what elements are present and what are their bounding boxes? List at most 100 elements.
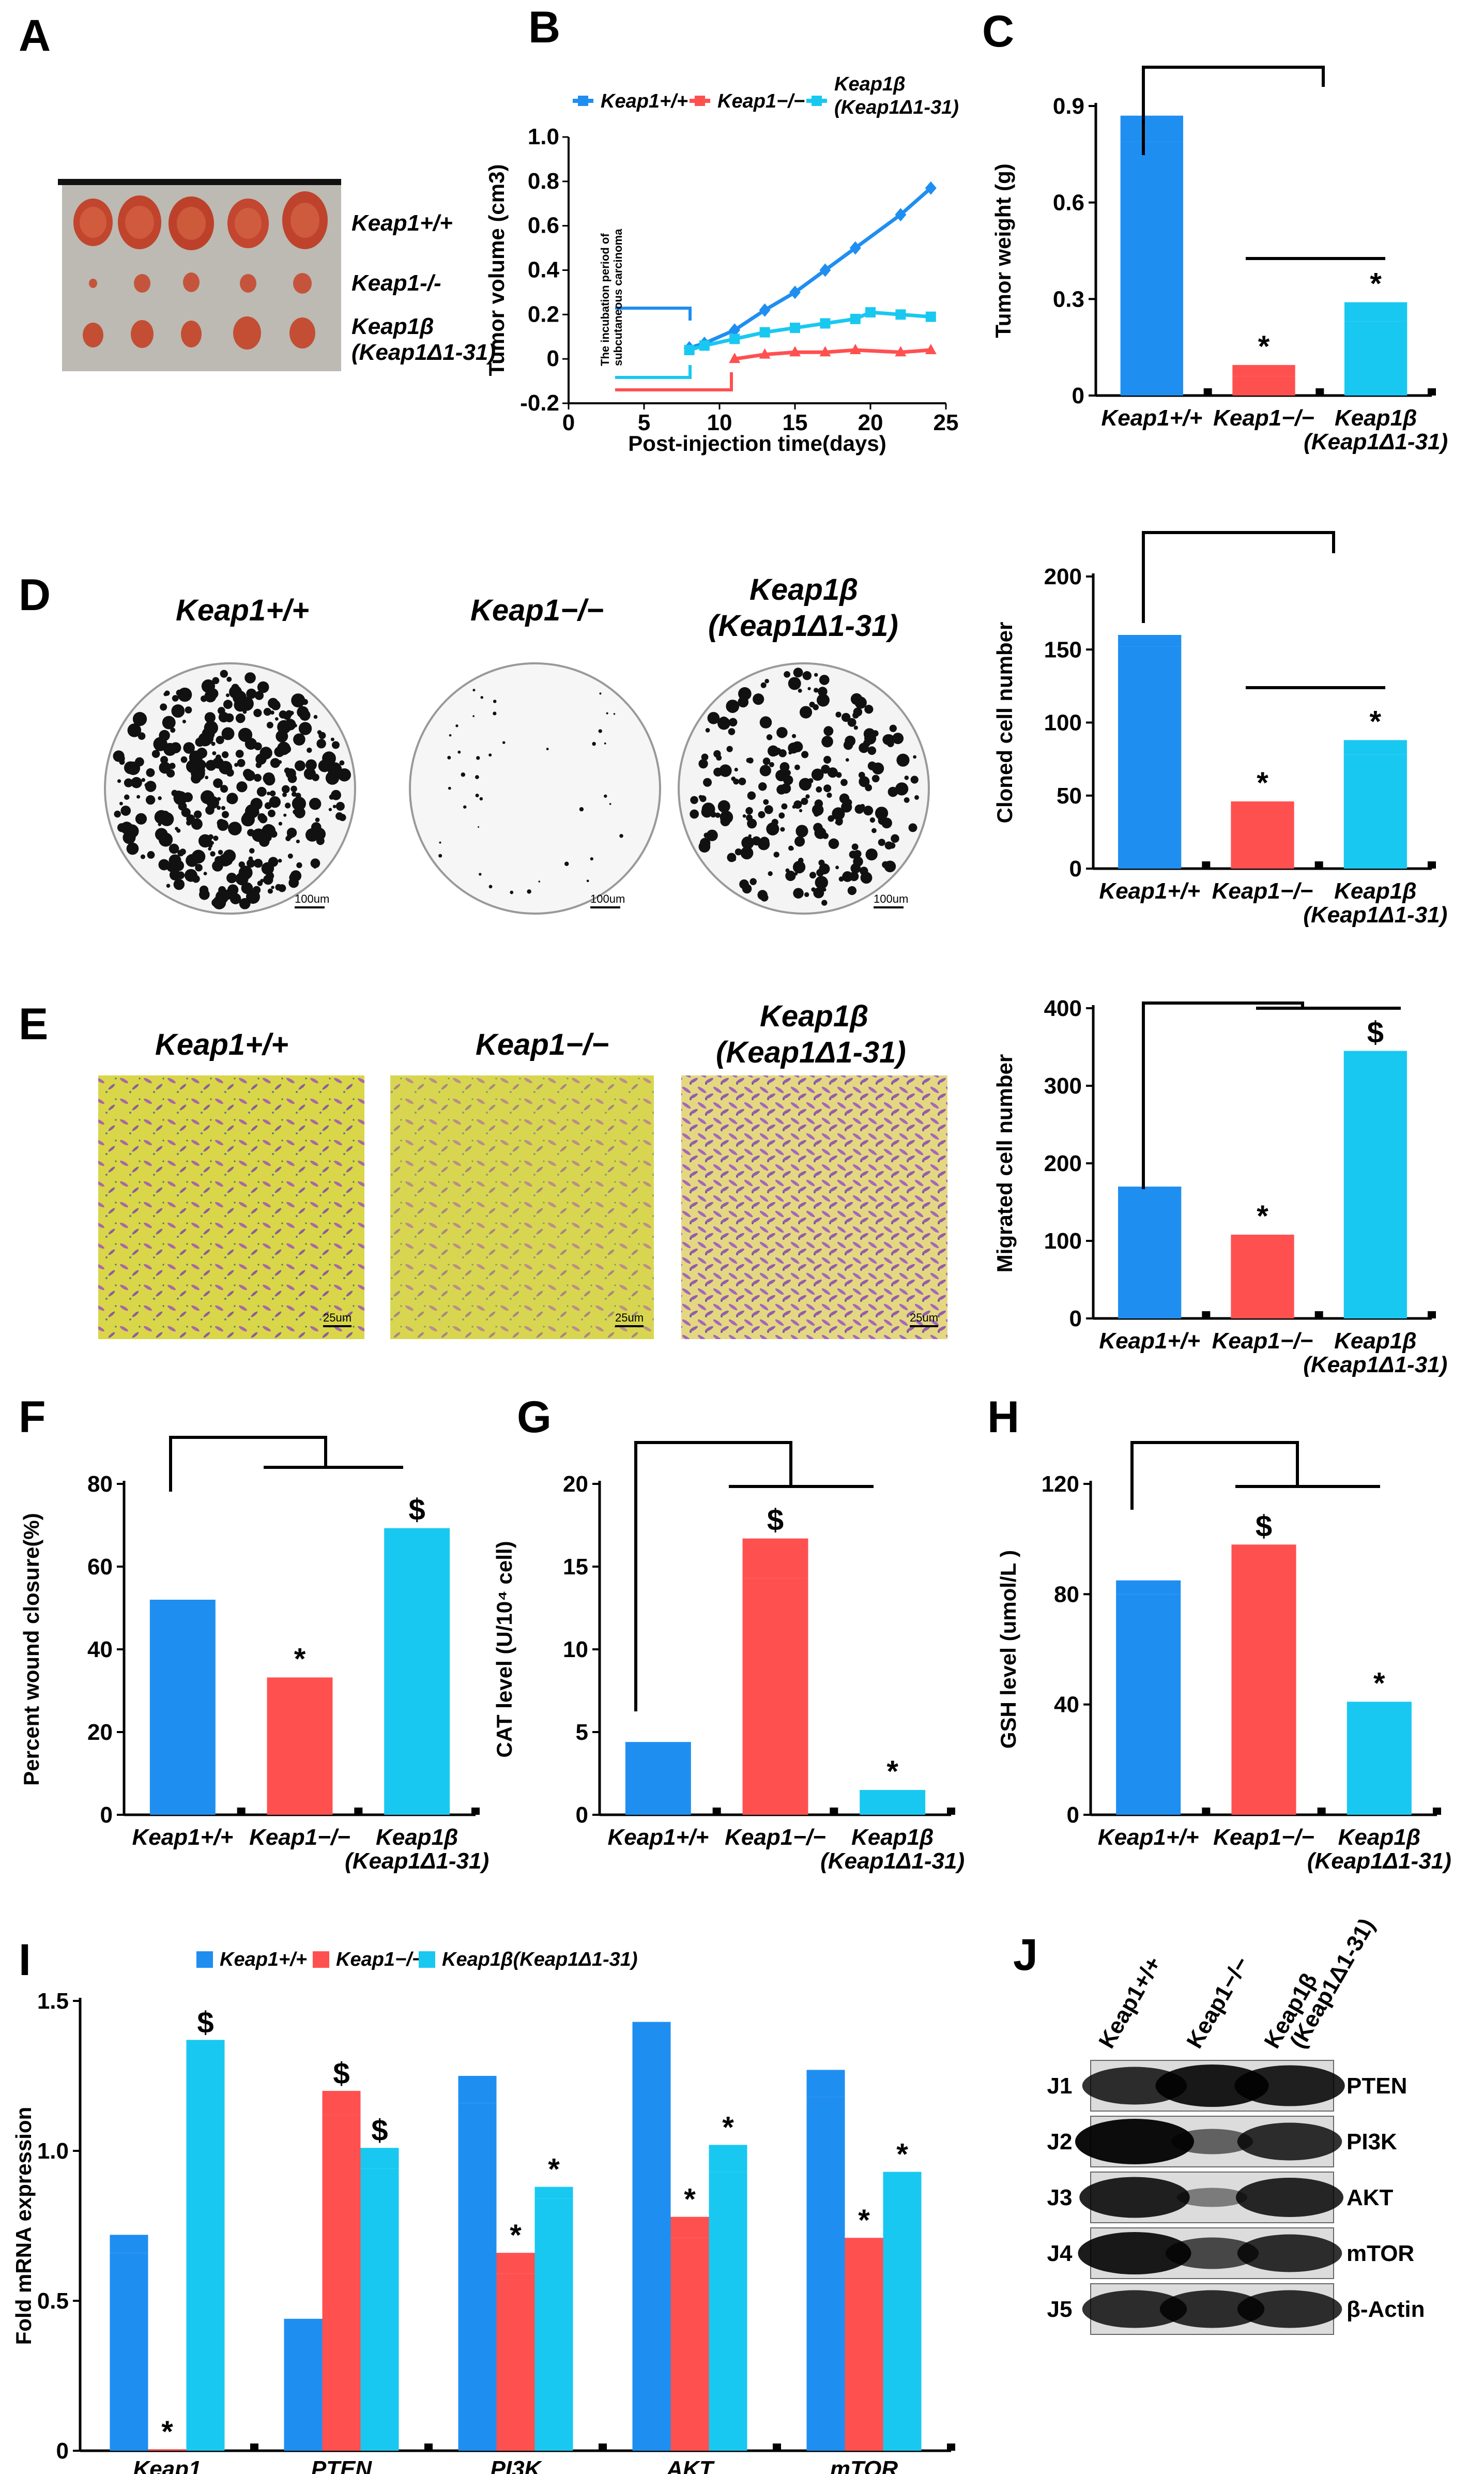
colony-dot [281, 785, 290, 794]
colony-dot [759, 765, 771, 777]
colony-dot [794, 836, 805, 847]
chart-b-point [759, 303, 771, 317]
chart-i-ytick-label: 0.5 [37, 2288, 69, 2314]
colony-dot [463, 805, 467, 809]
colony-dot [766, 822, 779, 836]
colony-dot [895, 782, 909, 796]
colony-dot [914, 795, 920, 800]
chart-b-point [925, 181, 937, 195]
colony-dot [823, 726, 834, 736]
chart-b-point [849, 241, 861, 255]
j-header-ko: Keap1−/− [1182, 1952, 1254, 2053]
chart-h-errorbar-cap [1231, 1544, 1296, 1558]
chart-c-xtick-mark [1203, 388, 1212, 396]
colony-dot [338, 768, 351, 782]
chart-h-ytick-label: 40 [1054, 1692, 1079, 1718]
colony-dot [204, 721, 218, 735]
e-title-ko: Keap1−/− [476, 1028, 609, 1061]
chart-c-significance-mark: * [1258, 330, 1270, 363]
colony-dot [211, 741, 216, 746]
colony-dot [776, 727, 788, 738]
colony-dot [294, 724, 297, 727]
incubation-note-line1: The incubation period of [599, 233, 611, 366]
colony-dot [217, 806, 221, 810]
colony-dot [734, 767, 738, 772]
colony-dot [182, 719, 186, 724]
scale-label-e-2: 25um [615, 1311, 644, 1324]
chart-i-errorbar-cap [458, 2076, 497, 2103]
chart-b-ytick-label: 0 [547, 346, 559, 371]
colony-dot [285, 768, 296, 779]
colony-dot [195, 863, 203, 872]
blot-band [1237, 2234, 1342, 2272]
colony-dot [260, 878, 264, 883]
colony-dot [748, 834, 752, 838]
legend-i: Keap1+/+ Keap1−/− Keap1β(Keap1Δ1-31) [196, 1949, 638, 1970]
colony-dot [230, 893, 241, 904]
colony-dot [134, 757, 144, 767]
chart-b-point [790, 323, 800, 333]
colony-dot [180, 756, 188, 763]
colony-dot [263, 772, 275, 784]
colony-dot [257, 681, 269, 693]
colony-dot [289, 873, 299, 883]
colony-dot [785, 870, 796, 882]
colony-dot [457, 750, 461, 754]
colony-dot [135, 813, 147, 825]
colony-dot [312, 773, 319, 781]
colony-dot [881, 817, 892, 829]
colony-dot [242, 709, 247, 714]
colony-dot [315, 817, 320, 822]
colony-dot [205, 806, 215, 815]
chart-h-xtick-label: Keap1−/− [1213, 1825, 1314, 1850]
colony-dot [851, 843, 859, 851]
colony-dot [286, 827, 297, 838]
colony-dot [875, 807, 889, 820]
comparison-bracket-h [1130, 1441, 1299, 1510]
chart-b-point [925, 311, 936, 322]
colony-dot [908, 823, 917, 832]
colony-dot [166, 769, 175, 778]
blot-band [1171, 2129, 1253, 2154]
chart-d-ytick-label: 50 [1057, 783, 1082, 809]
chart-i-errorbar-cap [632, 2022, 671, 2046]
colony-dot [124, 778, 133, 787]
chart-d-xtick-mark [1428, 861, 1436, 869]
blot-protein-label: PTEN [1347, 2073, 1407, 2099]
colony-dot [747, 791, 756, 800]
colony-dot [254, 742, 262, 751]
chart-h-ylabel: GSH level (umol/L ) [996, 1550, 1020, 1749]
chart-i-xtick-label: PTEN [311, 2456, 373, 2474]
colony-dot [158, 823, 162, 826]
colony-dot [221, 727, 235, 740]
colony-dot [282, 792, 287, 797]
row-label-wt: Keap1+/+ [351, 210, 453, 236]
colony-dot [867, 746, 877, 755]
colony-dot [510, 890, 514, 894]
colony-dot [793, 800, 802, 809]
chart-i-xtick-label: mTOR [830, 2456, 898, 2474]
colony-dot [564, 861, 569, 866]
colony-dot [215, 890, 229, 904]
scale-label-d-1: 100um [295, 892, 329, 905]
colony-dot [184, 869, 197, 882]
chart-c-significance-mark: * [1370, 267, 1382, 301]
chart-f: 0 20 40 60 80 Percent wound closure(%) Keap1+/… [19, 1471, 489, 1874]
colony-dot [860, 867, 868, 875]
chart-i-xtick-label: Keap1 [133, 2456, 201, 2474]
incubation-bracket-beta [615, 365, 692, 379]
chart-b-point [849, 344, 861, 354]
colony-dot [147, 851, 155, 859]
chart-b-xtick-label: 10 [707, 410, 732, 435]
colony-dot [305, 759, 317, 771]
colony-dot [913, 755, 916, 759]
colony-dot [863, 806, 874, 816]
blot-protein-label: β-Actin [1347, 2297, 1425, 2322]
colony-dot [307, 747, 312, 753]
chart-g-ylabel: CAT level (U/10⁴ cell) [492, 1541, 516, 1757]
chart-b-point [729, 353, 741, 363]
chart-i-bar [110, 2253, 148, 2451]
colony-dot [256, 786, 267, 797]
colony-dot [125, 824, 139, 838]
